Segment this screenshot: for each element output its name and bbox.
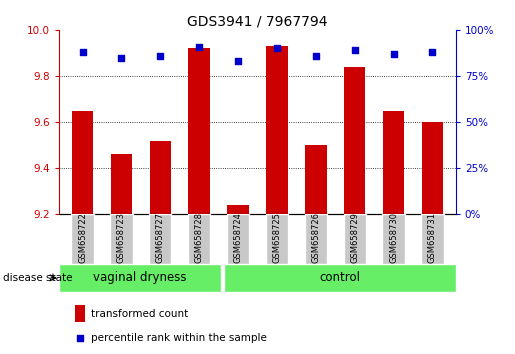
Text: GSM658731: GSM658731: [428, 212, 437, 263]
Text: transformed count: transformed count: [91, 308, 188, 319]
Bar: [383, 214, 405, 264]
Point: [312, 53, 320, 59]
Bar: [422, 122, 443, 214]
Text: GSM658722: GSM658722: [78, 212, 87, 263]
Bar: [383, 110, 404, 214]
Point: [117, 55, 126, 61]
Bar: [421, 214, 443, 264]
Point: [273, 46, 281, 51]
Bar: [266, 46, 288, 214]
Text: GSM658730: GSM658730: [389, 212, 398, 263]
Title: GDS3941 / 7967794: GDS3941 / 7967794: [187, 15, 328, 29]
Text: GSM658724: GSM658724: [234, 212, 243, 263]
Point: [156, 53, 164, 59]
Point: [234, 58, 242, 64]
Bar: [59, 264, 220, 292]
Text: disease state: disease state: [3, 273, 72, 283]
Bar: [344, 214, 366, 264]
Bar: [149, 214, 171, 264]
Point: [76, 335, 84, 341]
Text: percentile rank within the sample: percentile rank within the sample: [91, 333, 267, 343]
Bar: [305, 145, 327, 214]
Bar: [225, 264, 456, 292]
Text: GSM658727: GSM658727: [156, 212, 165, 263]
Bar: [266, 214, 288, 264]
Bar: [110, 214, 132, 264]
Point: [195, 44, 203, 50]
Bar: [305, 214, 327, 264]
Bar: [72, 214, 94, 264]
Bar: [111, 154, 132, 214]
Text: GSM658723: GSM658723: [117, 212, 126, 263]
Point: [428, 49, 437, 55]
Bar: [227, 214, 249, 264]
Bar: [75, 305, 85, 322]
Bar: [150, 141, 171, 214]
Text: GSM658729: GSM658729: [350, 212, 359, 263]
Bar: [72, 110, 93, 214]
Point: [351, 47, 359, 53]
Bar: [227, 205, 249, 214]
Point: [389, 51, 398, 57]
Text: GSM658725: GSM658725: [272, 212, 281, 263]
Point: [78, 49, 87, 55]
Bar: [188, 48, 210, 214]
Text: vaginal dryness: vaginal dryness: [93, 272, 186, 284]
Text: GSM658726: GSM658726: [311, 212, 320, 263]
Bar: [188, 214, 210, 264]
Bar: [344, 67, 365, 214]
Text: GSM658728: GSM658728: [195, 212, 204, 263]
Text: control: control: [320, 272, 360, 284]
